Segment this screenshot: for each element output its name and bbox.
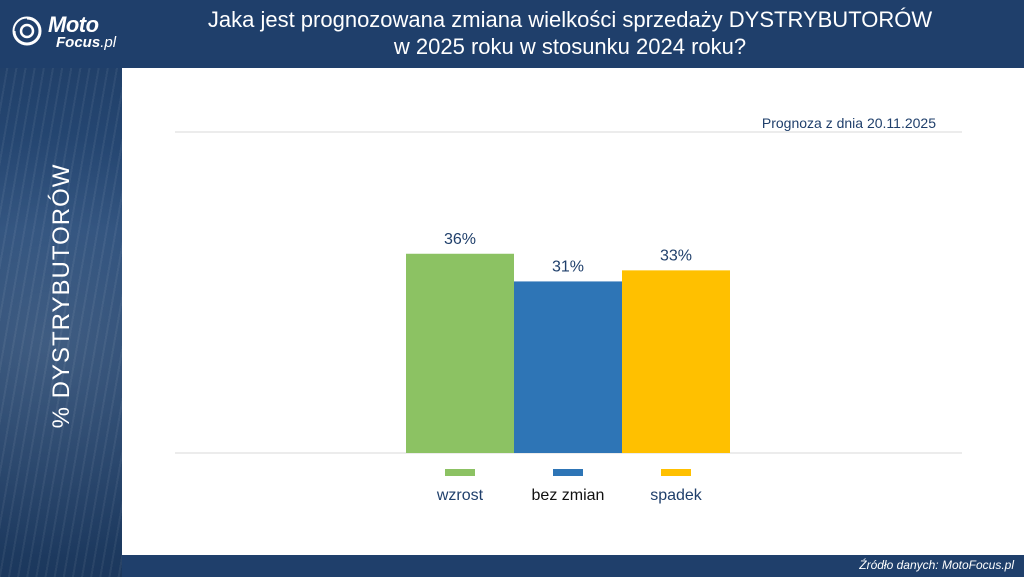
legend-label-wzrost: wzrost [436,487,484,504]
data-label-wzrost: 36% [444,231,476,248]
chart-title: Jaka jest prognozowana zmiana wielkości … [140,6,1000,60]
data-label-bez-zmian: 31% [552,258,584,275]
bar-wzrost [406,253,514,453]
legend-swatch-bez-zmian [553,469,583,476]
data-label-spadek: 33% [660,247,692,264]
brand-logo: Moto Focus.pl [12,10,130,54]
bar-spadek [622,270,730,453]
legend-label-spadek: spadek [650,487,703,504]
logo-text-focus: Focus.pl [56,34,117,51]
logo-wheel-icon [12,16,42,46]
chart-title-line-2: w 2025 roku w stosunku 2024 roku? [393,34,747,59]
data-source-note: Źródło danych: MotoFocus.pl [859,558,1014,572]
legend-label-bez-zmian: bez zmian [532,487,605,504]
logo-text-moto: Moto [48,12,99,37]
sidebar-background [0,0,122,577]
forecast-date-note: Prognoza z dnia 20.11.2025 [761,115,936,131]
header-bar [0,0,1024,68]
legend-swatch-wzrost [445,469,475,476]
footer-bar: Źródło danych: MotoFocus.pl [122,555,1024,577]
legend-swatch-spadek [661,469,691,476]
y-axis-label: % DYSTRYBUTORÓW [48,163,75,429]
bar-bez-zmian [514,281,622,453]
chart-title-line-1: Jaka jest prognozowana zmiana wielkości … [207,7,933,32]
